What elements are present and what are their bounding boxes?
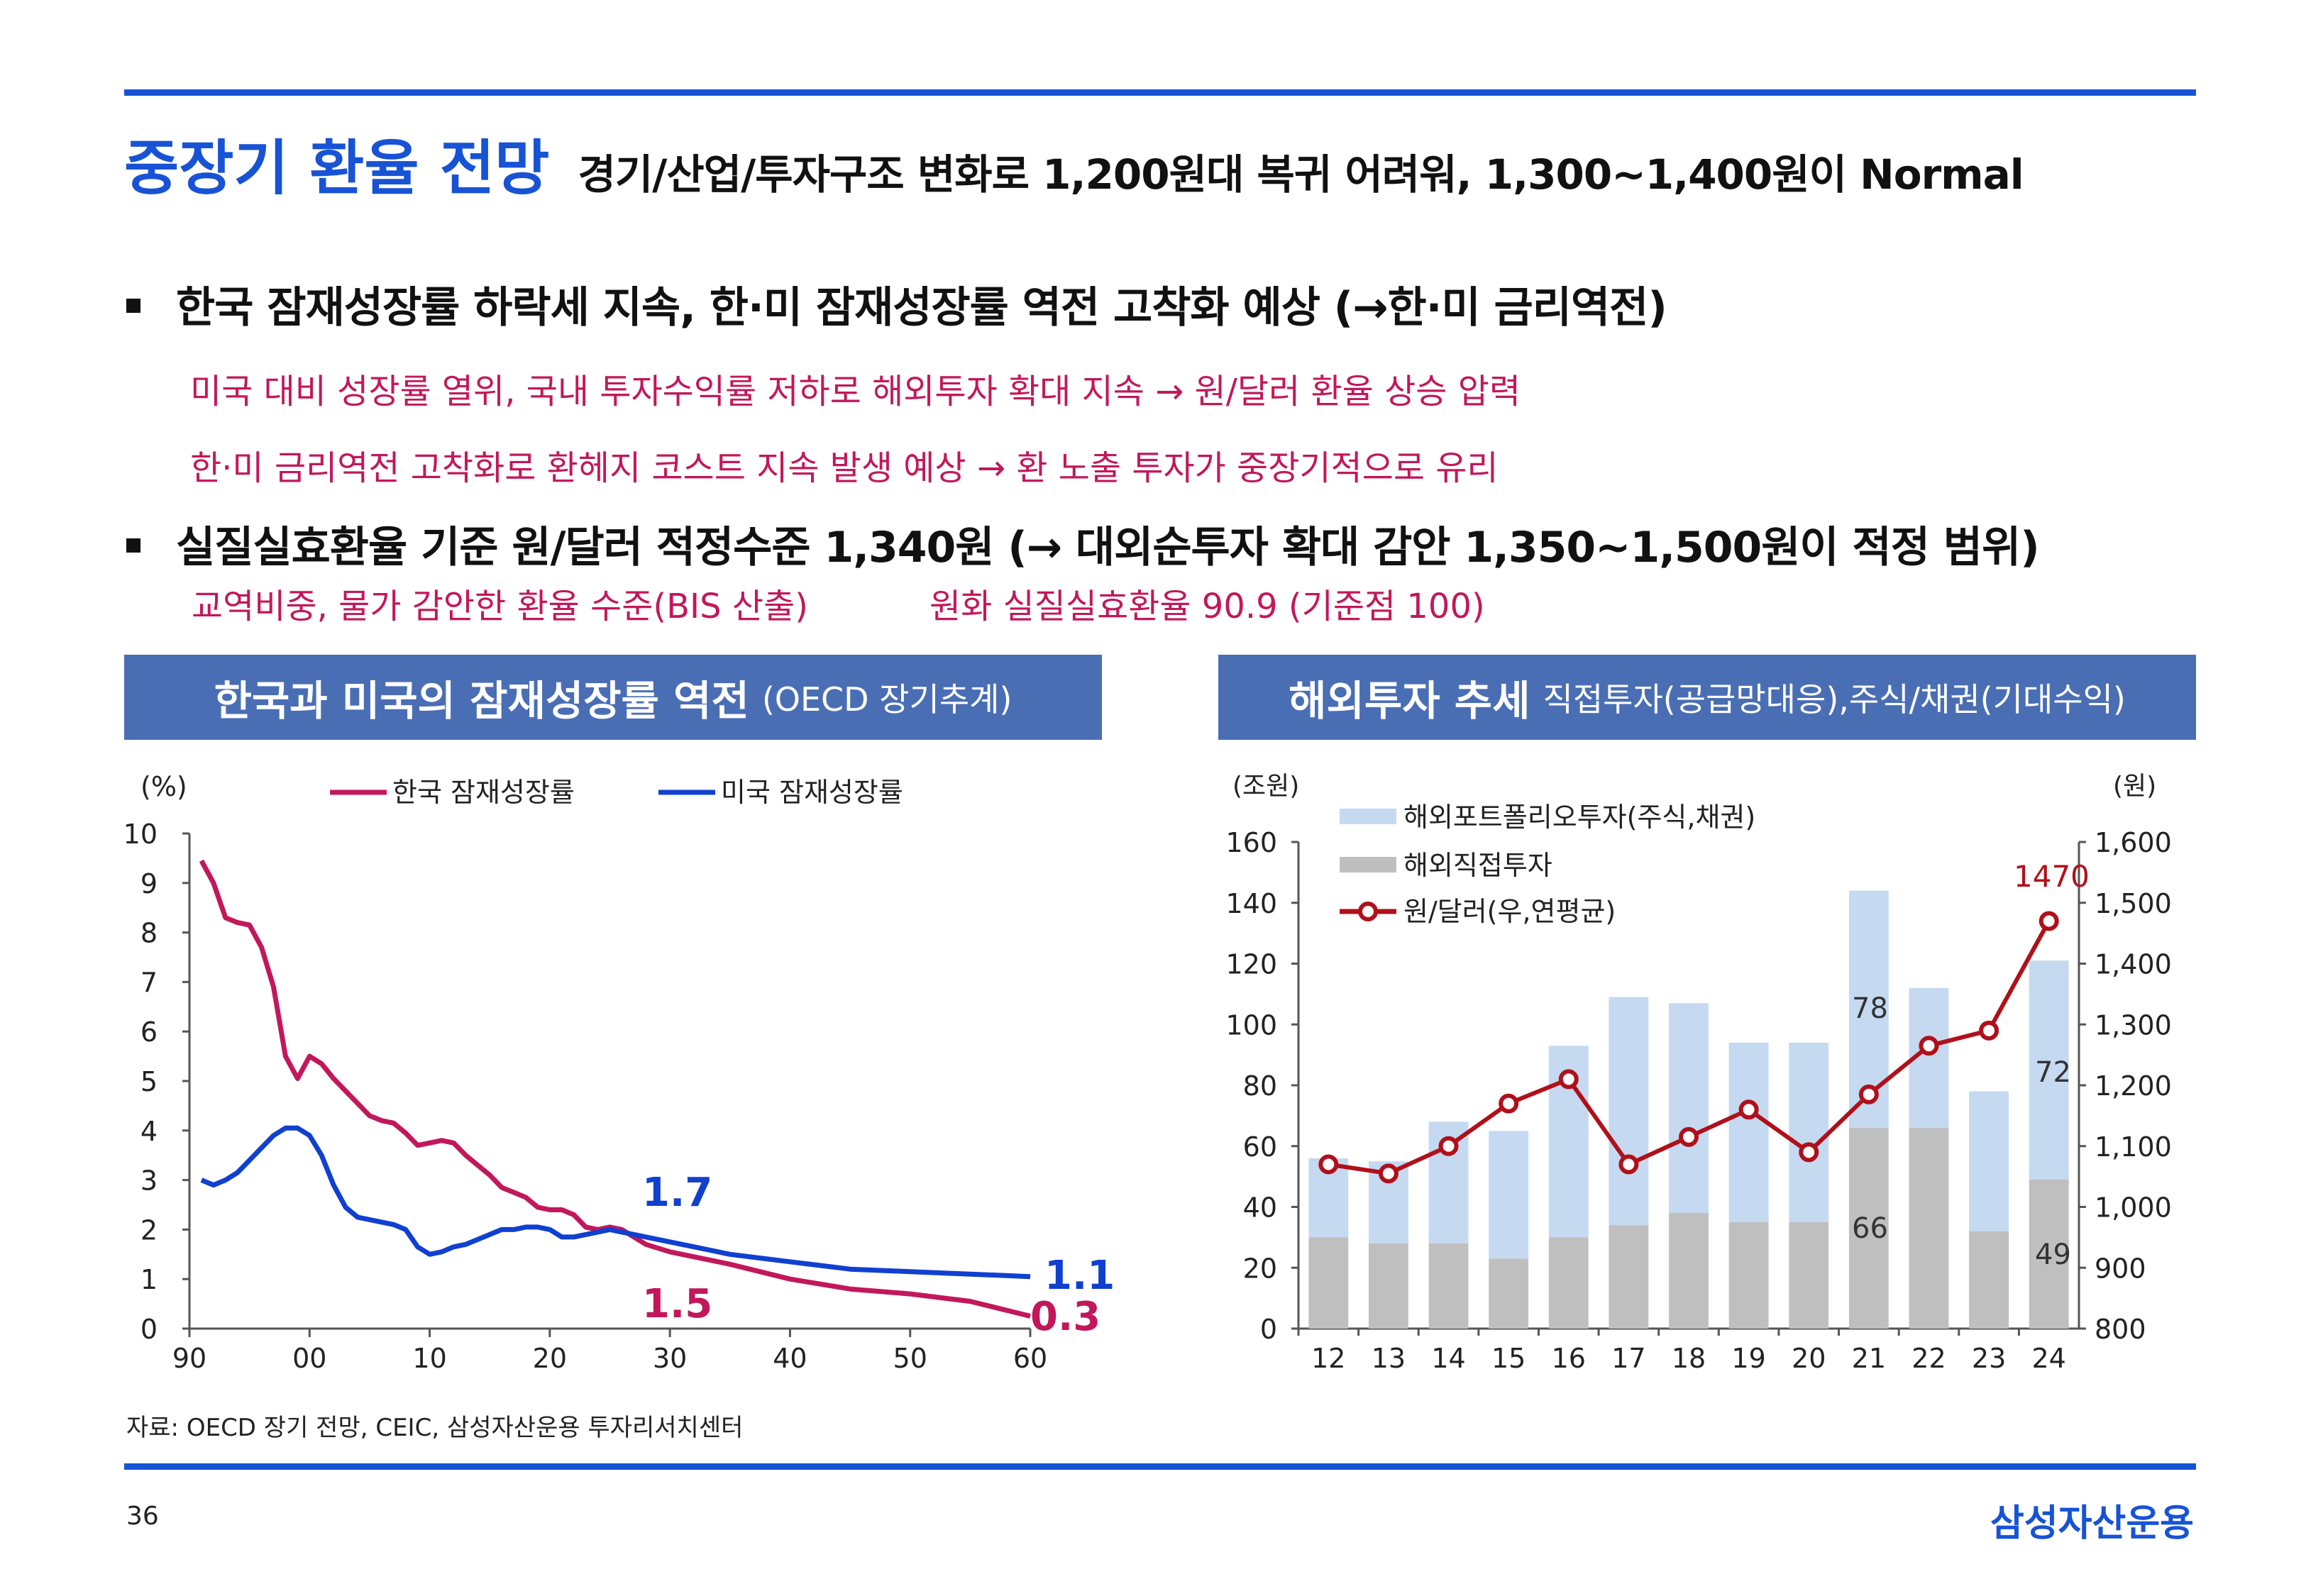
left-panel-title-main: 한국과 미국의 잠재성장률 역전 <box>214 677 749 725</box>
left-y-tick-label: 10 <box>123 819 158 850</box>
annot-korea-2060: 0.3 <box>1030 1294 1100 1340</box>
bullet-1: 한국 잠재성장률 하락세 지속, 한·미 잠재성장률 역전 고착화 예상 (→한… <box>126 273 1667 335</box>
left-axes: 0 1 2 3 4 5 6 7 8 9 10 90 00 10 20 30 40 50 60 <box>123 819 1048 1374</box>
page-number: 36 <box>126 1502 159 1531</box>
left-x-tick-label: 20 <box>533 1343 567 1374</box>
page-subtitle: 경기/산업/투자구조 변화로 1,200원대 복귀 어려워, 1,300~1,4… <box>578 150 2024 199</box>
right-panel-title: 해외투자 추세 직접투자(공급망대응),주식/채권(기대수익) <box>1218 655 2196 740</box>
bullet-1-text: 한국 잠재성장률 하락세 지속, 한·미 잠재성장률 역전 고착화 예상 (→한… <box>176 283 1667 333</box>
left-y-tick-label: 2 <box>140 1214 158 1246</box>
left-panel-title: 한국과 미국의 잠재성장률 역전 (OECD 장기추계) <box>124 655 1102 740</box>
bullet-1-sub-1: 미국 대비 성장률 열위, 국내 투자수익률 저하로 해외투자 확대 지속 → … <box>190 372 1521 411</box>
left-x-tick-label: 60 <box>1013 1343 1047 1374</box>
left-y-tick-label: 0 <box>140 1314 158 1345</box>
left-x-tick-label: 10 <box>412 1343 446 1374</box>
us-growth-line <box>200 1125 1031 1280</box>
legend-korea-label: 한국 잠재성장률 <box>392 777 575 808</box>
legend-us-label: 미국 잠재성장률 <box>721 777 903 808</box>
bullet-2-sub-2: 원화 실질실효환율 90.9 (기준점 100) <box>929 587 1485 626</box>
left-unit-label: (%) <box>140 771 187 802</box>
right-panel-title-main: 해외투자 추세 <box>1289 677 1530 725</box>
right-panel-title-note: 직접투자(공급망대응),주식/채권(기대수익) <box>1543 680 2126 719</box>
top-rule <box>124 89 2196 96</box>
bullet-2-text: 실질실효환율 기준 원/달러 적정수준 1,340원 (→ 대외순투자 확대 감… <box>176 523 2040 572</box>
left-y-tick-label: 6 <box>140 1016 158 1048</box>
bullet-2-sub-1: 교역비중, 물가 감안한 환율 수준(BIS 산출) <box>192 587 808 626</box>
page-title: 중장기 환율 전망 <box>124 133 550 203</box>
bullet-square-icon <box>126 299 140 314</box>
left-x-tick-label: 90 <box>172 1343 206 1374</box>
bullet-1-sub-2: 한·미 금리역전 고착화로 환헤지 코스트 지속 발생 예상 → 환 노출 투자… <box>190 448 1499 488</box>
left-y-tick-label: 7 <box>140 967 158 998</box>
bullet-square-icon <box>126 538 140 553</box>
left-y-tick-label: 5 <box>140 1066 158 1097</box>
left-x-tick-label: 00 <box>292 1343 326 1374</box>
left-y-tick-label: 4 <box>140 1116 158 1147</box>
left-y-tick-label: 3 <box>140 1165 158 1197</box>
korea-growth-line <box>199 859 1031 1319</box>
annot-us-current: 1.7 <box>642 1170 712 1216</box>
left-series <box>199 859 1031 1319</box>
left-y-tick-label: 8 <box>140 918 158 949</box>
left-y-tick-label: 1 <box>140 1264 158 1295</box>
left-x-tick-label: 30 <box>653 1343 687 1374</box>
left-x-tick-label: 50 <box>893 1343 927 1374</box>
left-x-tick-label: 40 <box>773 1343 807 1374</box>
brand-logo: 삼성자산운용 <box>1990 1502 2194 1545</box>
bottom-rule <box>124 1463 2196 1470</box>
annot-us-2060: 1.1 <box>1044 1253 1115 1299</box>
source-note: 자료: OECD 장기 전망, CEIC, 삼성자산운용 투자리서치센터 <box>126 1414 744 1442</box>
left-panel-title-note: (OECD 장기추계) <box>761 680 1013 719</box>
page-header: 중장기 환율 전망 경기/산업/투자구조 변화로 1,200원대 복귀 어려워, … <box>124 121 2024 206</box>
bullet-2: 실질실효환율 기준 원/달러 적정수준 1,340원 (→ 대외순투자 확대 감… <box>126 513 2040 575</box>
annot-korea-current: 1.5 <box>642 1281 712 1327</box>
left-y-tick-label: 9 <box>140 868 158 899</box>
